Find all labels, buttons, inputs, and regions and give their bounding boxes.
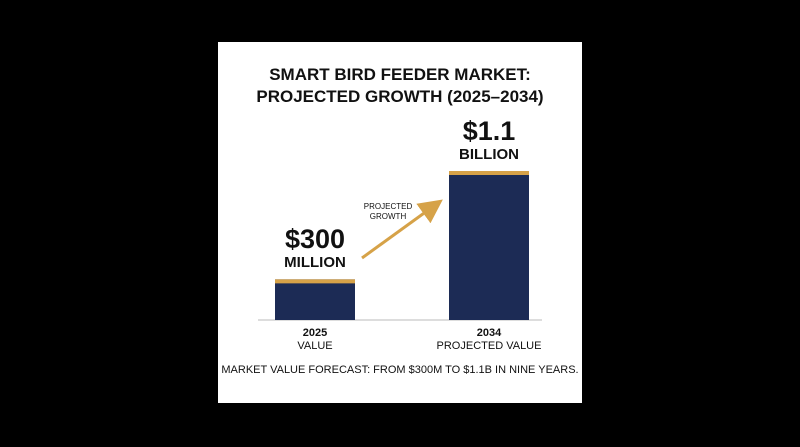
bar	[275, 279, 355, 320]
footnote: MARKET VALUE FORECAST: FROM $300M TO $1.…	[221, 364, 579, 376]
growth-arrow	[361, 199, 443, 260]
x-tick-label: 2034	[476, 327, 502, 339]
x-tick-sublabel: PROJECTED VALUE	[436, 340, 542, 352]
chart-title: SMART BIRD FEEDER MARKET: PROJECTED GROW…	[256, 65, 544, 106]
value-label: $300 MILLION	[284, 224, 346, 272]
bar-cap	[449, 171, 529, 175]
value-label: $1.1 BILLION	[459, 116, 519, 163]
annotation: PROJECTED GROWTH	[363, 202, 413, 221]
bar	[449, 171, 529, 320]
bar-cap	[275, 279, 355, 284]
x-tick-label: 2025	[302, 327, 328, 339]
x-tick-sublabel: VALUE	[297, 340, 333, 352]
